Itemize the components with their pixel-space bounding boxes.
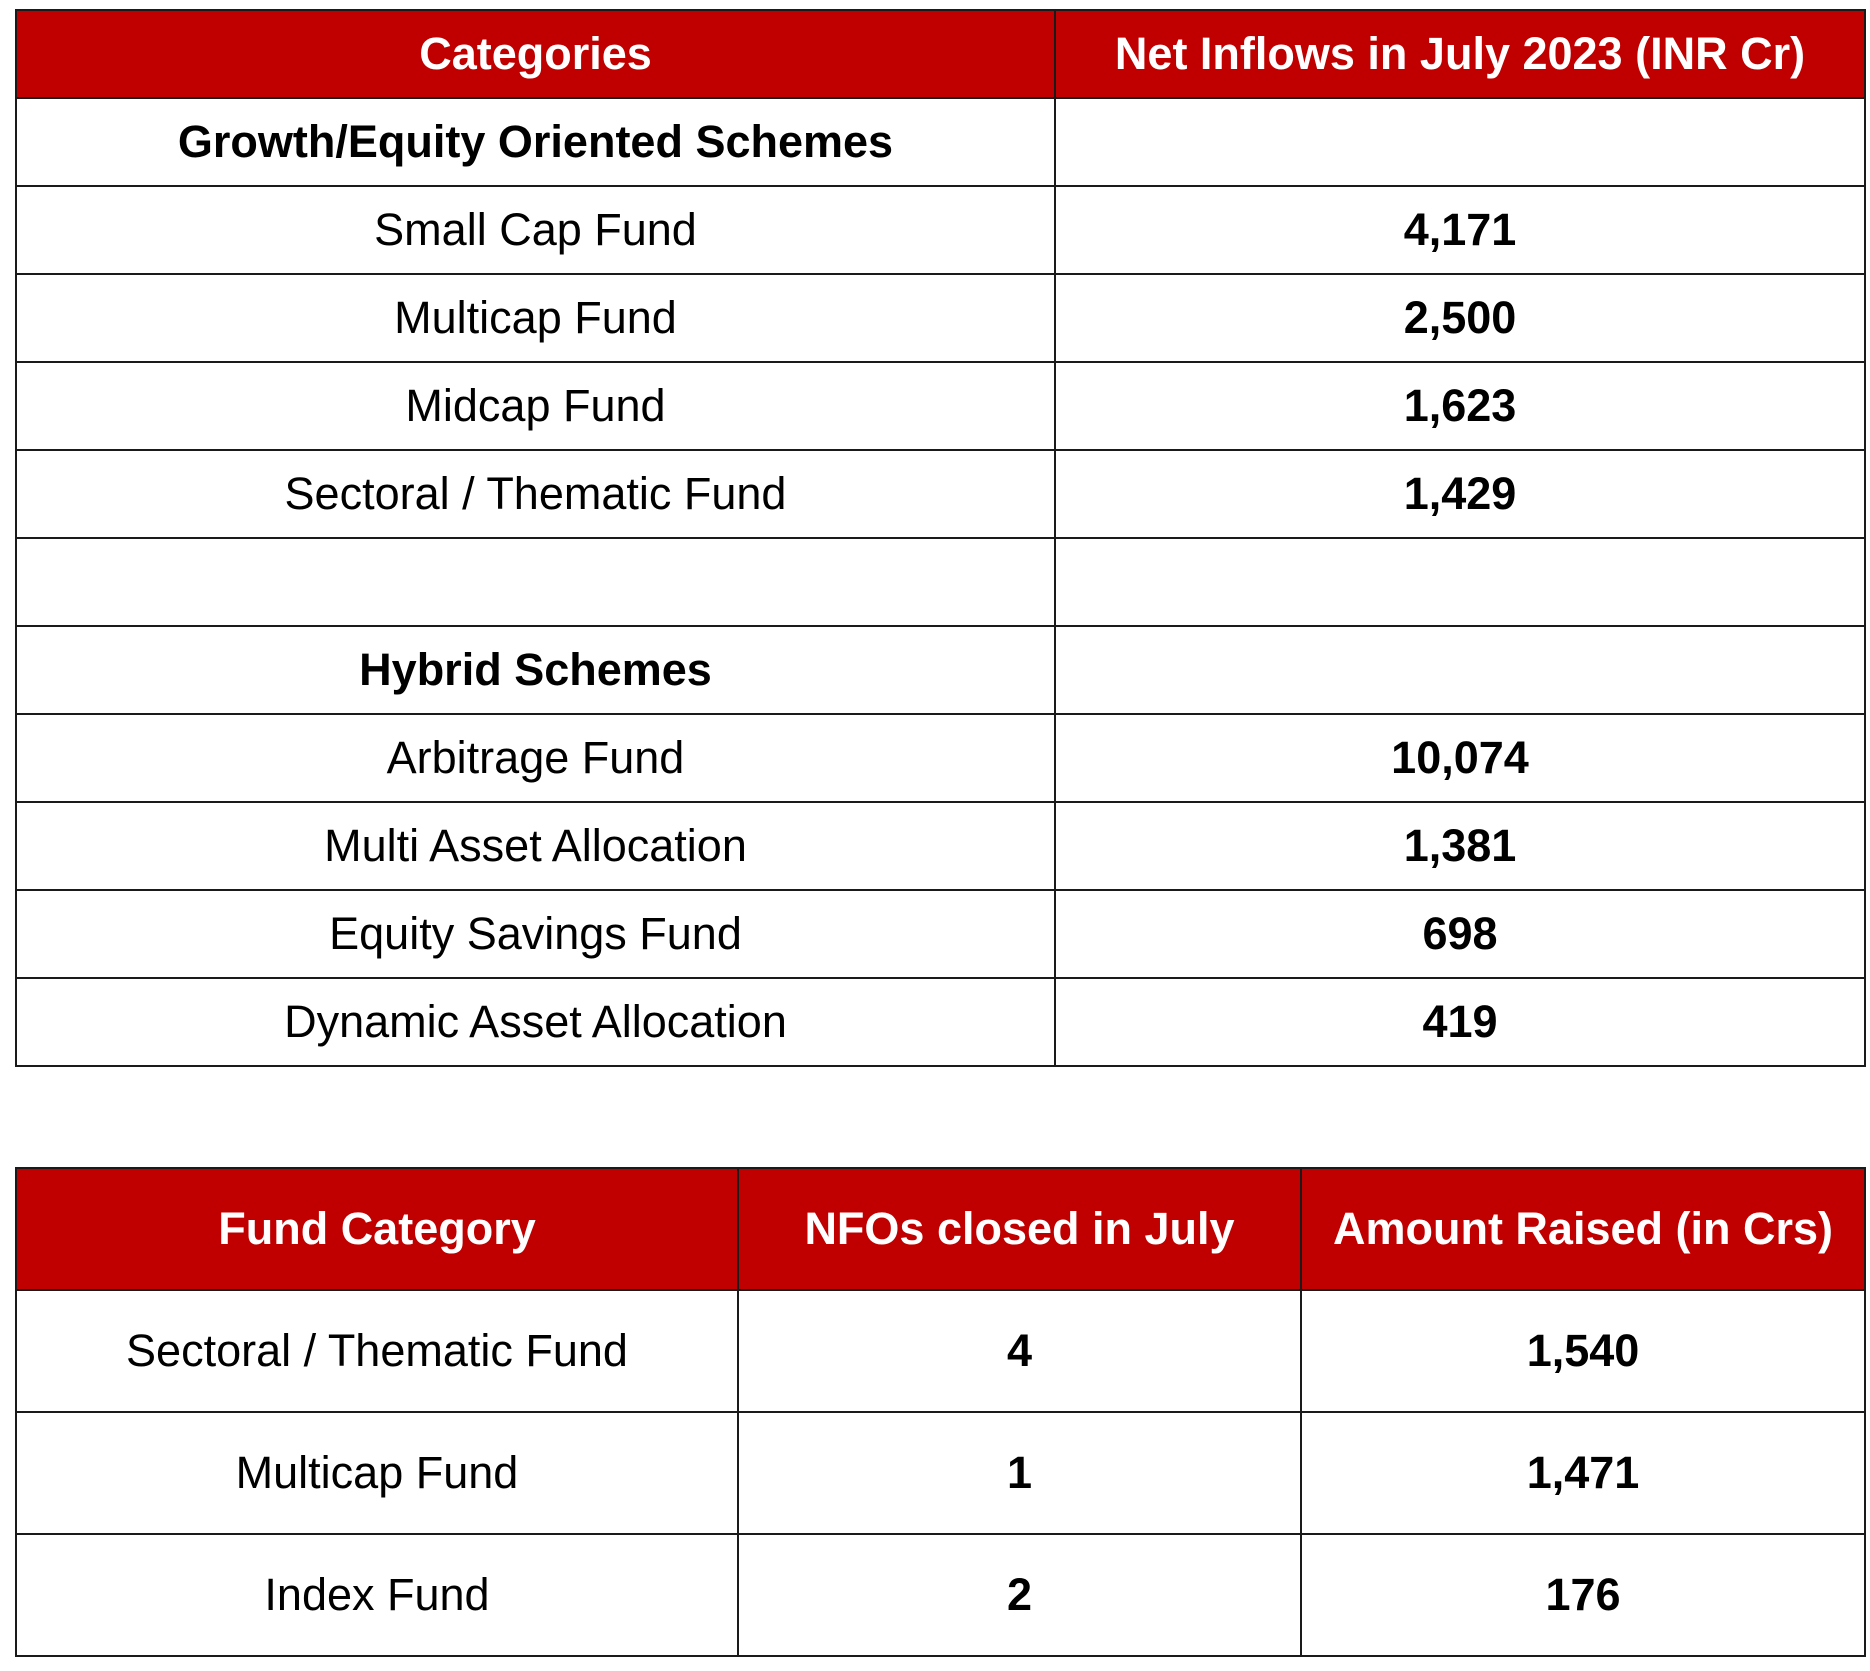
table-row: Sectoral / Thematic Fund 4 1,540 [15,1289,1866,1413]
value-cell: 419 [1054,977,1866,1067]
table-header-row: Fund Category NFOs closed in July Amount… [15,1167,1866,1291]
section-row-growth-equity: Growth/Equity Oriented Schemes [15,97,1866,187]
amount-cell: 1,540 [1300,1289,1866,1413]
nfo-table: Fund Category NFOs closed in July Amount… [15,1167,1866,1657]
amount-cell: 1,471 [1300,1411,1866,1535]
nfos-cell: 4 [737,1289,1302,1413]
table-row: Multicap Fund 2,500 [15,273,1866,363]
value-cell: 10,074 [1054,713,1866,803]
header-amount-raised: Amount Raised (in Crs) [1300,1167,1866,1291]
table-row: Multicap Fund 1 1,471 [15,1411,1866,1535]
table-row: Midcap Fund 1,623 [15,361,1866,451]
value-cell: 2,500 [1054,273,1866,363]
empty-cell [1054,97,1866,187]
table-row: Dynamic Asset Allocation 419 [15,977,1866,1067]
table-row: Equity Savings Fund 698 [15,889,1866,979]
category-cell: Dynamic Asset Allocation [15,977,1056,1067]
nfos-cell: 1 [737,1411,1302,1535]
nfos-cell: 2 [737,1533,1302,1657]
value-cell: 1,623 [1054,361,1866,451]
category-cell: Arbitrage Fund [15,713,1056,803]
category-cell: Small Cap Fund [15,185,1056,275]
value-cell: 698 [1054,889,1866,979]
header-categories: Categories [15,9,1056,99]
table-row: Multi Asset Allocation 1,381 [15,801,1866,891]
header-fund-category: Fund Category [15,1167,739,1291]
empty-cell [1054,537,1866,627]
category-cell: Multicap Fund [15,1411,739,1535]
header-nfos-closed: NFOs closed in July [737,1167,1302,1291]
section-title-growth-equity: Growth/Equity Oriented Schemes [15,97,1056,187]
category-cell: Sectoral / Thematic Fund [15,449,1056,539]
category-cell: Multicap Fund [15,273,1056,363]
section-title-hybrid: Hybrid Schemes [15,625,1056,715]
empty-cell [15,537,1056,627]
table-header-row: Categories Net Inflows in July 2023 (INR… [15,9,1866,99]
table-row: Sectoral / Thematic Fund 1,429 [15,449,1866,539]
table-row: Index Fund 2 176 [15,1533,1866,1657]
amount-cell: 176 [1300,1533,1866,1657]
value-cell: 1,429 [1054,449,1866,539]
net-inflows-table: Categories Net Inflows in July 2023 (INR… [15,9,1866,1067]
value-cell: 1,381 [1054,801,1866,891]
section-row-hybrid: Hybrid Schemes [15,625,1866,715]
category-cell: Equity Savings Fund [15,889,1056,979]
category-cell: Midcap Fund [15,361,1056,451]
value-cell: 4,171 [1054,185,1866,275]
table-row: Small Cap Fund 4,171 [15,185,1866,275]
category-cell: Sectoral / Thematic Fund [15,1289,739,1413]
header-net-inflows: Net Inflows in July 2023 (INR Cr) [1054,9,1866,99]
category-cell: Multi Asset Allocation [15,801,1056,891]
spacer-row [15,537,1866,627]
table-row: Arbitrage Fund 10,074 [15,713,1866,803]
empty-cell [1054,625,1866,715]
category-cell: Index Fund [15,1533,739,1657]
